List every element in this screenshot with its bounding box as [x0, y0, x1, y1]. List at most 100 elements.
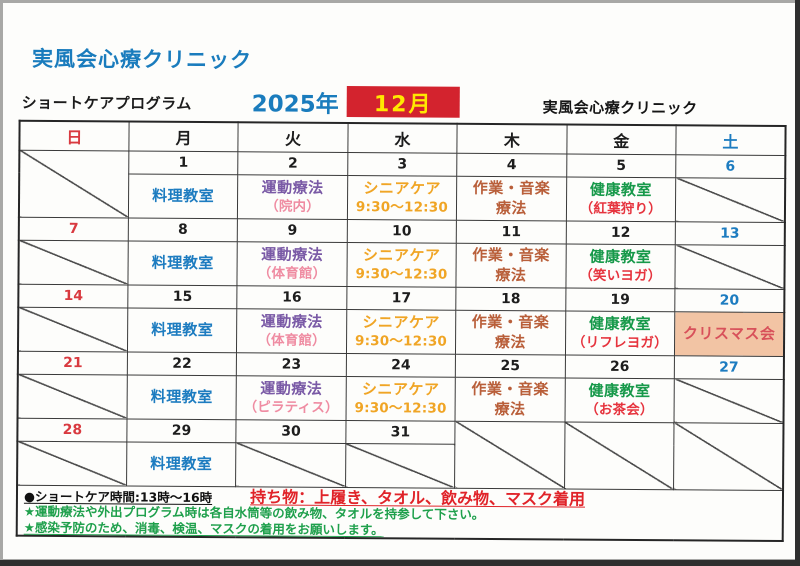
- blank-cell-diagonal: [18, 149, 129, 218]
- blank-activity-cell-diagonal: [674, 244, 785, 290]
- notes-cell: ●ショートケア時間:13時～16時 持ち物：上履き、タオル、飲み物、マスク着用 ★…: [16, 484, 784, 542]
- date-cell: 25: [455, 353, 566, 378]
- blank-activity-cell-diagonal: [674, 378, 784, 424]
- program-label-line: （体育館）: [257, 264, 327, 282]
- program-label-line: 料理教室: [151, 320, 214, 340]
- program-label-line: 健康教室: [589, 247, 652, 266]
- program-label-line: シニアケア: [363, 178, 441, 198]
- scan-edge-right: [795, 0, 800, 566]
- program-label-line: 料理教室: [150, 454, 213, 474]
- date-cell: 22: [127, 351, 237, 376]
- date-cell: 3: [347, 151, 458, 176]
- blank-activity-cell-diagonal: [17, 306, 128, 352]
- date-cell: 23: [236, 352, 347, 376]
- date-cell: 20: [674, 288, 785, 313]
- program-cell: 運動療法 （院内）: [237, 174, 348, 219]
- blank-activity-cell-diagonal: [345, 442, 456, 488]
- date-cell: 30: [236, 419, 346, 443]
- program-cell: 健康教室 （紅葉狩り）: [566, 176, 676, 222]
- program-label-line: 健康教室: [589, 180, 653, 199]
- program-cell: 作業・音楽 療法: [455, 309, 566, 355]
- program-cell: 料理教室: [126, 374, 237, 420]
- program-cell: 料理教室: [128, 173, 239, 219]
- activity-row: 料理教室 運動療法 （院内） シニアケア 9:30～12:30 作業・音楽 療法 健康教室 （紅…: [19, 173, 786, 223]
- program-label-line: （笑いヨガ）: [579, 267, 662, 284]
- program-cell: シニアケア 9:30～12:30: [345, 375, 456, 421]
- activity-row: 料理教室 運動療法 （体育館） シニアケア 9:30～12:30 作業・音楽 療法 健康教室（…: [17, 306, 785, 357]
- program-label-line: （お茶会）: [585, 401, 654, 418]
- blank-cell-diagonal: [564, 421, 675, 490]
- date-cell: 16: [237, 285, 347, 309]
- program-label-line: 料理教室: [150, 387, 213, 407]
- program-cell: 作業・音楽 療法: [456, 242, 566, 288]
- weekday-header-cell: 水: [347, 122, 458, 153]
- date-cell: 29: [126, 418, 237, 443]
- program-label-line: 療法: [494, 333, 527, 352]
- program-cell: シニアケア 9:30～12:30: [346, 241, 457, 287]
- weekday-header-cell: 土: [675, 125, 786, 156]
- program-label: ショートケアプログラム: [21, 93, 192, 113]
- program-label-line: 作業・音楽: [471, 379, 549, 399]
- date-cell: 6: [675, 154, 786, 179]
- date-cell: 4: [456, 152, 567, 177]
- date-cell: 5: [566, 153, 676, 178]
- program-label-line: 9:30～12:30: [355, 198, 449, 216]
- blank-cell-diagonal: [454, 420, 565, 489]
- month-badge: 12月: [346, 85, 460, 118]
- weekday-header-cell: 月: [128, 121, 239, 152]
- date-cell: 19: [565, 287, 675, 312]
- program-label-line: 運動療法: [260, 311, 323, 331]
- program-label-line: 療法: [495, 199, 527, 218]
- date-cell: 7: [18, 216, 129, 241]
- program-label-line: （体育館）: [257, 331, 326, 349]
- program-label-line: 作業・音楽: [471, 312, 550, 332]
- program-label-line: 作業・音楽: [472, 178, 551, 198]
- schedule-calendar-table: 日月火水木金土 1 2 3 4 5 6 料理教室 運動療法 （院内） シニアケア 9:30～12:3…: [15, 119, 787, 543]
- program-label-line: 9:30～12:30: [354, 399, 447, 417]
- shortcare-time-note: ●ショートケア時間:13時～16時: [23, 488, 213, 505]
- date-cell: 18: [455, 286, 566, 311]
- program-cell: 作業・音楽 療法: [456, 175, 567, 221]
- activity-row: 料理教室 運動療法 （体育館） シニアケア 9:30～12:30 作業・音楽 療法 健康教室（…: [18, 239, 785, 290]
- program-label-line: （紅葉狩り）: [579, 200, 662, 217]
- weekday-header-cell: 火: [238, 122, 348, 152]
- program-cell: 運動療法 （ピラティス）: [236, 375, 347, 420]
- date-cell: 13: [675, 221, 785, 246]
- date-cell: 21: [17, 350, 128, 375]
- program-cell: 健康教室 （お茶会）: [564, 377, 675, 423]
- program-label-line: 料理教室: [151, 253, 214, 273]
- program-label-line: 作業・音楽: [472, 245, 550, 265]
- program-cell: 運動療法 （体育館）: [236, 308, 347, 353]
- program-label-line: 療法: [494, 400, 526, 419]
- program-label-line: 健康教室: [588, 314, 652, 333]
- date-cell: 17: [346, 285, 457, 310]
- blank-activity-cell-diagonal: [17, 373, 128, 419]
- program-label-line: シニアケア: [361, 379, 440, 399]
- program-label-line: 運動療法: [261, 244, 324, 264]
- blank-activity-cell-diagonal: [17, 440, 127, 486]
- program-label-line: （院内）: [265, 197, 321, 215]
- program-cell: 健康教室 （リフレヨガ）: [565, 310, 675, 356]
- program-cell: 料理教室: [127, 307, 238, 353]
- blank-activity-cell-diagonal: [235, 442, 346, 487]
- clinic-name-secondary: 実風会心療クリニック: [542, 98, 698, 118]
- date-cell: 14: [18, 283, 128, 308]
- date-cell: 31: [345, 419, 456, 444]
- program-label-line: シニアケア: [362, 245, 441, 265]
- date-cell: 28: [17, 417, 127, 442]
- date-cell: 8: [128, 217, 238, 242]
- date-cell: 26: [564, 354, 675, 379]
- program-label-line: クリスマス会: [682, 324, 776, 343]
- date-cell: 2: [238, 151, 348, 175]
- blank-cell-diagonal: [673, 422, 784, 491]
- program-label-line: 9:30～12:30: [354, 332, 448, 350]
- program-cell: シニアケア 9:30～12:30: [347, 174, 457, 220]
- christmas-event-cell: クリスマス会: [674, 311, 785, 357]
- date-cell: 24: [346, 352, 456, 377]
- program-cell: 料理教室: [126, 441, 237, 487]
- program-cell: 健康教室 （笑いヨガ）: [565, 243, 676, 289]
- program-label-line: 料理教室: [152, 186, 215, 206]
- year-label: 2025年: [251, 91, 339, 118]
- weekday-header-cell: 日: [19, 120, 130, 151]
- notes-row: ●ショートケア時間:13時～16時 持ち物：上履き、タオル、飲み物、マスク着用 ★…: [16, 484, 784, 542]
